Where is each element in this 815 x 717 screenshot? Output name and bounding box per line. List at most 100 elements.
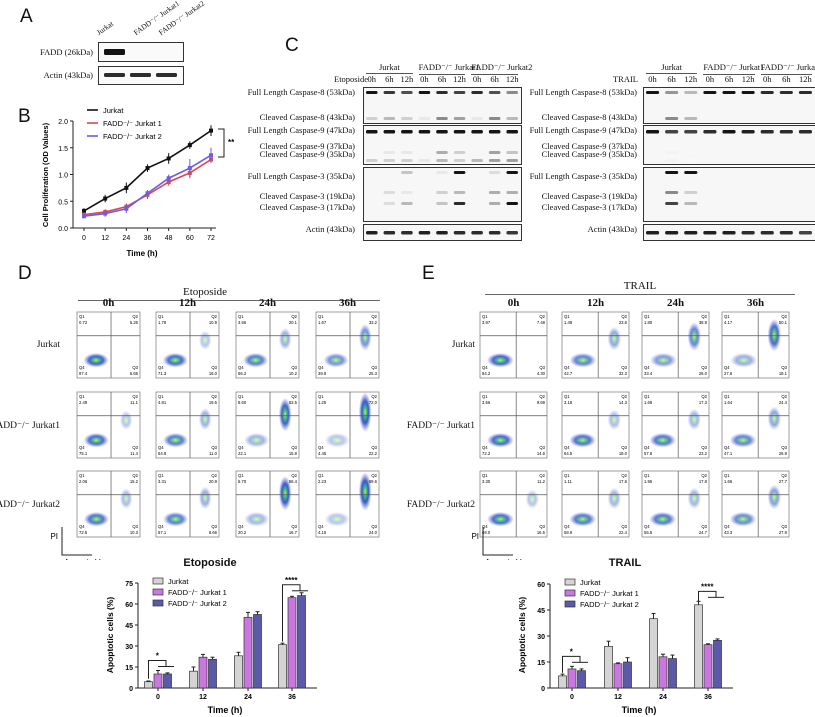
- quadrant-name: Q4: [482, 365, 488, 370]
- legend-label: FADD⁻/⁻ Jurkat 1: [168, 588, 227, 597]
- bar: [208, 658, 217, 689]
- y-tick-label: 45: [125, 623, 133, 630]
- data-point: [82, 208, 86, 213]
- cell-population: [650, 352, 677, 368]
- blot-row-label: Cleaved Caspase-9 (37kDa): [259, 141, 355, 151]
- bar: [713, 639, 722, 689]
- cell-population: [767, 406, 781, 431]
- cell-population: [119, 410, 133, 430]
- quadrant-value-q3: 18.1: [779, 371, 788, 376]
- blot-band: [506, 171, 518, 174]
- quadrant-name: Q2: [211, 394, 217, 399]
- quadrant-name: Q1: [318, 314, 324, 319]
- quadrant-name: Q2: [211, 314, 217, 319]
- blot-band: [760, 130, 774, 134]
- quadrant-name: Q3: [132, 524, 138, 529]
- quadrant-value-q2: 19.5: [209, 400, 218, 405]
- quadrant-name: Q4: [318, 445, 324, 450]
- quadrant-value-q1: 1.11: [564, 479, 573, 484]
- time-header: 6h: [667, 74, 676, 84]
- quadrant-value-q4: 66.2: [238, 371, 247, 376]
- blot-band: [436, 91, 448, 94]
- x-axis-label: Time (h): [208, 705, 243, 715]
- quadrant-name: Q4: [318, 524, 324, 529]
- quadrant-name: Q2: [291, 314, 297, 319]
- cell-population: [607, 409, 621, 431]
- quadrant-value-q3: 10.3: [130, 530, 139, 535]
- quadrant-value-q4: 75.1: [79, 451, 88, 456]
- quadrant-value-q1: 3.56: [482, 400, 491, 405]
- etoposide-bar-chart: 0 15 30 45 60 75 0 12 24 36 Time (h) Apoptotic cell…: [105, 576, 317, 715]
- bar: [243, 616, 253, 689]
- bar: [234, 655, 243, 689]
- blot-row-label: Cleaved Caspase-9 (37kDa): [541, 141, 637, 151]
- y-tick-label: 1.0: [58, 173, 68, 180]
- x-tick-label: 12: [101, 235, 109, 242]
- blot-band: [453, 91, 466, 94]
- time-column-label: 24h: [258, 297, 277, 309]
- blot-band: [471, 117, 483, 120]
- blot-frame: [363, 167, 522, 222]
- quadrant-value-q3: 22.2: [369, 451, 378, 456]
- legend-swatch: [564, 600, 576, 608]
- quadrant-value-q4: 87.4: [79, 371, 88, 376]
- blot-band: [684, 130, 698, 134]
- quadrant-name: Q2: [621, 394, 627, 399]
- quadrant-name: Q4: [724, 445, 730, 450]
- blot-band: [436, 159, 448, 162]
- y-tick-label: 0.5: [58, 199, 68, 206]
- y-tick-label: 60: [125, 602, 133, 609]
- cell-population: [83, 432, 109, 448]
- quadrant-value-q2: 23.6: [619, 320, 628, 325]
- time-column-label: 0h: [507, 297, 520, 309]
- cell-population: [649, 511, 677, 527]
- time-column-label: 24h: [666, 297, 685, 309]
- quadrant-value-q2: 50.1: [779, 320, 788, 325]
- legend-label: FADD⁻/⁻ Jurkat 2: [103, 132, 162, 141]
- blot-band: [798, 91, 812, 94]
- legend-swatch: [152, 577, 164, 585]
- quadrant-value-q2: 20.9: [209, 479, 218, 484]
- quadrant-value-q1: 1.95: [644, 479, 653, 484]
- quadrant-value-q1: 1.66: [724, 479, 733, 484]
- quadrant-value-q3: 24.7: [699, 530, 708, 535]
- cell-population: [358, 472, 372, 511]
- blot-band: [453, 117, 466, 120]
- blot-band: [646, 130, 660, 134]
- blot-band: [488, 159, 501, 162]
- blot-row-label: Cleaved Caspase-9 (35kDa): [541, 149, 637, 159]
- blot-band: [436, 117, 448, 120]
- significance-label: *: [570, 647, 574, 656]
- blot-band: [779, 130, 793, 134]
- time-header: 6h: [437, 74, 447, 84]
- blot-band: [453, 130, 466, 134]
- x-tick-label: 12: [614, 694, 622, 701]
- y-tick-label: 15: [125, 665, 133, 672]
- quadrant-value-q2: 53.5: [289, 400, 298, 405]
- significance-bracket: [148, 660, 167, 679]
- blot-band: [684, 202, 698, 205]
- data-point: [209, 153, 213, 158]
- x-tick-label: 72: [207, 235, 215, 242]
- x-axis-label-annexin-v: Annexin V: [64, 558, 101, 560]
- blot-band: [684, 91, 698, 94]
- quadrant-name: Q2: [621, 473, 627, 478]
- quadrant-value-q2: 17.3: [699, 400, 708, 405]
- axis-arrows: [61, 527, 92, 556]
- blot-band: [741, 91, 755, 94]
- blot-band: [156, 73, 177, 77]
- group-header: FADD⁻/⁻ Jurkat2: [471, 62, 532, 75]
- time-header: 12h: [799, 74, 812, 84]
- quadrant-value-q4: 64.8: [158, 451, 167, 456]
- quadrant-name: Q2: [132, 314, 138, 319]
- time-header: 12h: [684, 74, 698, 84]
- blot-band: [684, 159, 698, 162]
- cell-population: [83, 352, 109, 368]
- bar: [153, 673, 163, 689]
- y-axis-label-pi: PI: [471, 532, 479, 541]
